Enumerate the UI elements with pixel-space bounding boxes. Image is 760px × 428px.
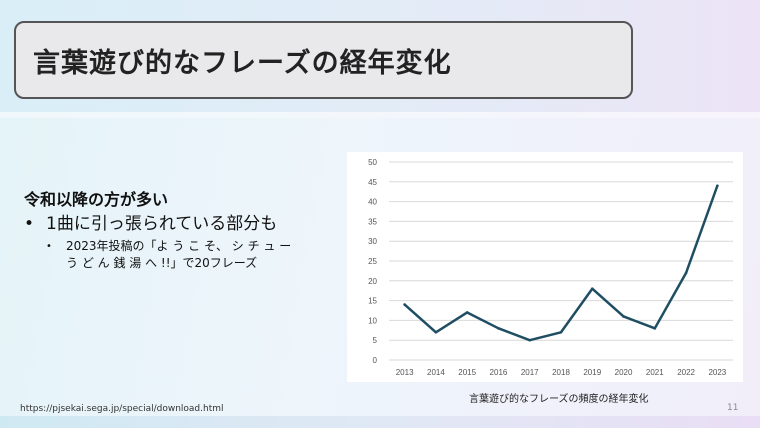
x-tick-label: 2017 (521, 368, 539, 377)
data-point (403, 303, 406, 306)
y-tick-label: 50 (368, 158, 377, 167)
bullet-dot: • (24, 214, 35, 234)
y-tick-label: 20 (368, 277, 377, 286)
data-point (653, 327, 657, 330)
bullet-level-1: • 1曲に引っ張られている部分も (24, 213, 324, 235)
data-point (559, 330, 563, 334)
x-tick-label: 2014 (427, 368, 445, 377)
chart-caption: 言葉遊び的なフレーズの頻度の経年変化 (469, 394, 649, 405)
chart-svg: 0 5 10 15 20 25 30 35 40 45 50 2013 2014 2015 2016 2017… (368, 158, 733, 377)
footer-band (0, 416, 760, 428)
y-tick-label: 30 (368, 237, 377, 246)
page-number: 11 (727, 403, 739, 413)
data-point (684, 271, 688, 275)
x-tick-label: 2020 (615, 368, 633, 377)
slide-title: 言葉遊び的なフレーズの経年変化 (33, 47, 452, 79)
x-tick-label: 2023 (708, 368, 726, 377)
x-tick-label: 2013 (396, 368, 414, 377)
x-tick-label: 2019 (583, 368, 601, 377)
data-point (716, 184, 719, 188)
content-heading: 令和以降の方が多い (24, 190, 169, 209)
y-tick-label: 10 (368, 316, 377, 325)
y-tick-label: 25 (368, 257, 377, 266)
data-point (434, 330, 438, 334)
bullet-level-2: • 2023年投稿の「よ う こ そ、 シ チ ュ ー う ど ん 銭 湯 へ … (46, 238, 324, 272)
y-tick-label: 35 (368, 217, 377, 226)
bullet-level-1-text: 1曲に引っ張られている部分も (46, 214, 278, 234)
line-chart: 0 5 10 15 20 25 30 35 40 45 50 2013 2014 2015 2016 2017… (347, 152, 743, 382)
data-point (590, 287, 594, 291)
title-box: 言葉遊び的なフレーズの経年変化 (14, 21, 633, 99)
y-tick-label: 45 (368, 178, 377, 187)
x-tick-label: 2022 (677, 368, 695, 377)
bullet-level-2-text: 2023年投稿の「よ う こ そ、 シ チ ュ ー う ど ん 銭 湯 へ !!… (66, 239, 292, 270)
source-url[interactable]: https://pjsekai.sega.jp/special/download… (20, 404, 224, 414)
data-point (622, 315, 625, 318)
data-point (528, 338, 532, 342)
bullet-dot: • (46, 241, 52, 252)
y-tick-label: 40 (368, 198, 377, 207)
y-tick-label: 0 (373, 356, 378, 365)
x-tick-label: 2021 (646, 368, 664, 377)
y-tick-label: 15 (368, 297, 377, 306)
data-point (497, 327, 500, 330)
series-line (403, 184, 719, 342)
data-point (465, 311, 469, 314)
x-tick-label: 2018 (552, 368, 570, 377)
x-tick-label: 2016 (490, 368, 508, 377)
y-tick-label: 5 (373, 336, 378, 345)
slide-content: 令和以降の方が多い • 1曲に引っ張られている部分も • 2023年投稿の「よ … (24, 186, 324, 272)
x-tick-label: 2015 (458, 368, 476, 377)
